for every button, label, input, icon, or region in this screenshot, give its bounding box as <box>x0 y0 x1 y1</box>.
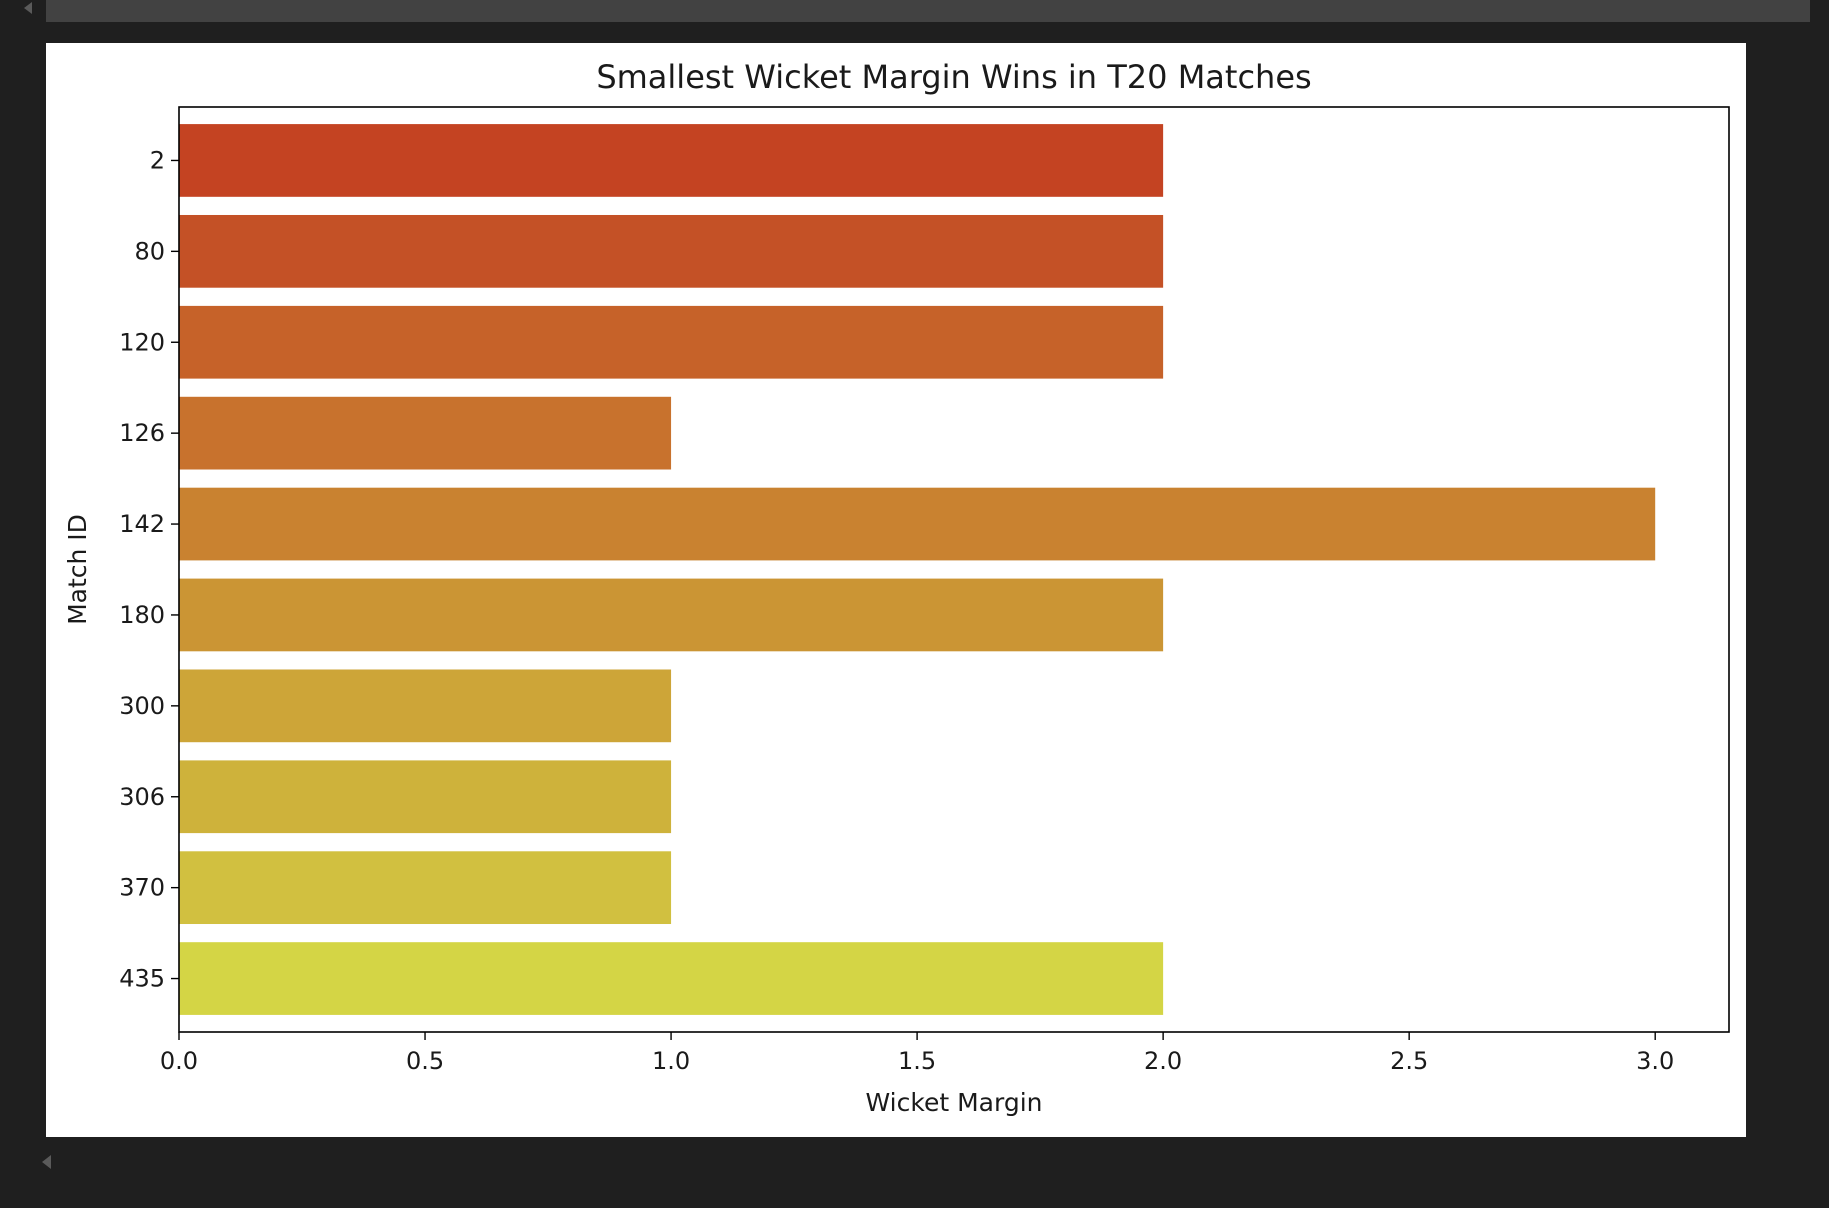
bar-435 <box>179 942 1164 1015</box>
bar-306 <box>179 760 672 834</box>
y-tick-label: 2 <box>150 146 165 174</box>
y-tick-label: 370 <box>119 874 165 902</box>
chart-title: Smallest Wicket Margin Wins in T20 Match… <box>596 58 1311 96</box>
chart-output-panel: Smallest Wicket Margin Wins in T20 Match… <box>46 43 1746 1137</box>
x-tick-label: 2.5 <box>1390 1047 1428 1075</box>
bars-group <box>179 124 1656 1015</box>
bar-142 <box>179 487 1656 561</box>
plot-frame <box>178 106 1730 1033</box>
y-tick-label: 180 <box>119 601 165 629</box>
x-axis-ticks: 0.0 0.5 1.0 1.5 2.0 2.5 3.0 <box>160 1032 1674 1075</box>
bar-126 <box>179 396 672 470</box>
x-tick-label: 2.0 <box>1144 1047 1182 1075</box>
scroll-left-arrow-icon[interactable] <box>24 2 32 14</box>
x-tick-label: 1.0 <box>652 1047 690 1075</box>
x-tick-label: 0.0 <box>160 1047 198 1075</box>
bar-120 <box>179 305 1164 379</box>
y-tick-label: 306 <box>119 783 165 811</box>
y-axis-ticks: 2 80 120 126 142 180 300 306 370 435 <box>119 146 179 993</box>
y-tick-label: 300 <box>119 692 165 720</box>
x-tick-label: 3.0 <box>1636 1047 1674 1075</box>
y-tick-label: 435 <box>119 965 165 993</box>
y-tick-label: 80 <box>134 237 165 265</box>
y-tick-label: 126 <box>119 419 165 447</box>
bar-chart: Smallest Wicket Margin Wins in T20 Match… <box>63 58 1730 1117</box>
x-axis-label: Wicket Margin <box>866 1088 1043 1117</box>
bar-300 <box>179 669 672 743</box>
bar-2 <box>179 124 1164 197</box>
x-tick-label: 1.5 <box>898 1047 936 1075</box>
bar-180 <box>179 578 1164 652</box>
x-tick-label: 0.5 <box>406 1047 444 1075</box>
bar-370 <box>179 851 672 925</box>
y-tick-label: 142 <box>119 510 165 538</box>
horizontal-scrollbar[interactable] <box>46 0 1810 22</box>
y-tick-label: 120 <box>119 328 165 356</box>
scroll-left-arrow-bottom-icon[interactable] <box>42 1155 51 1169</box>
y-axis-label: Match ID <box>63 514 92 625</box>
bar-80 <box>179 214 1164 288</box>
